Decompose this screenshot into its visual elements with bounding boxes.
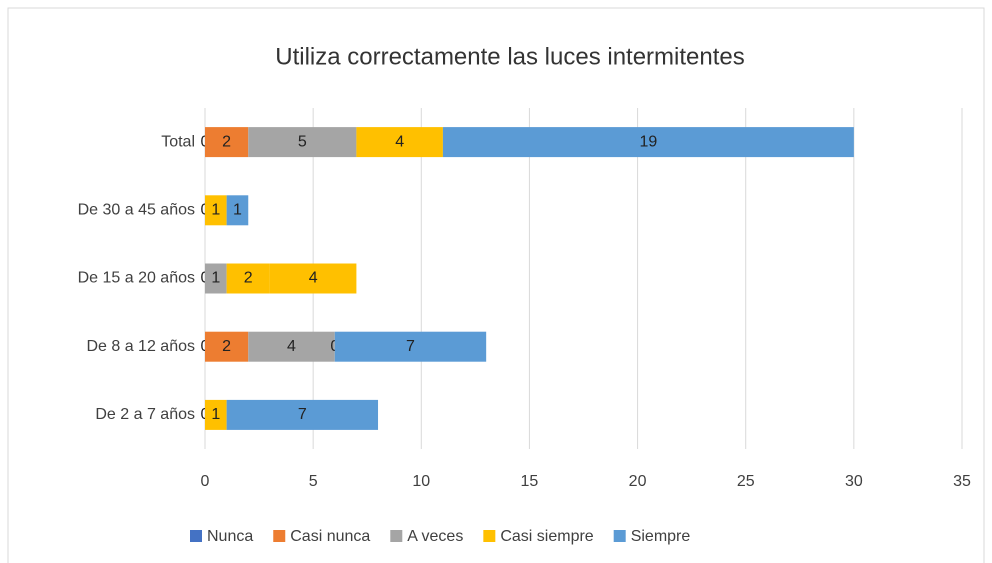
legend-label: Siempre <box>631 528 691 545</box>
data-label: 7 <box>298 406 307 423</box>
y-tick-label: De 30 a 45 años <box>78 202 195 219</box>
x-tick-label: 15 <box>521 473 539 490</box>
bar-segment <box>248 331 335 362</box>
x-tick-label: 20 <box>629 473 647 490</box>
x-tick-label: 30 <box>845 473 863 490</box>
legend-label: Nunca <box>207 528 253 545</box>
chart-border <box>7 7 985 563</box>
x-tick-label: 35 <box>953 473 971 490</box>
data-label: 4 <box>395 133 404 150</box>
bar-segment <box>205 263 227 294</box>
data-label: 1 <box>233 202 242 219</box>
bar-segment <box>205 195 227 226</box>
data-label: 1 <box>211 202 220 219</box>
data-label: 2 <box>222 133 231 150</box>
chart-title: Utiliza correctamente las luces intermit… <box>275 43 745 70</box>
x-tick-label: 25 <box>737 473 755 490</box>
legend-swatch <box>273 530 286 542</box>
x-tick-label: 5 <box>309 473 318 490</box>
legend-swatch <box>613 530 626 542</box>
data-label: 2 <box>222 338 231 355</box>
data-label: 19 <box>639 133 657 150</box>
bar-segment <box>248 127 357 158</box>
legend-label: Casi siempre <box>500 528 593 545</box>
y-tick-label: Total <box>161 133 195 150</box>
bar-segment <box>356 127 443 158</box>
bar-segment <box>205 127 249 158</box>
bar-segment <box>226 263 270 294</box>
data-label: 1 <box>211 406 220 423</box>
y-tick-label: De 2 a 7 años <box>95 406 195 423</box>
data-label: 1 <box>211 270 220 287</box>
y-tick-label: De 8 a 12 años <box>86 338 195 355</box>
x-tick-label: 0 <box>201 473 210 490</box>
legend-label: A veces <box>407 528 463 545</box>
data-label: 4 <box>309 270 318 287</box>
legend-swatch <box>483 530 496 542</box>
data-label: 4 <box>287 338 296 355</box>
data-label: 5 <box>298 133 307 150</box>
legend-label: Casi nunca <box>290 528 370 545</box>
bar-segment <box>205 399 227 430</box>
bar-segment <box>334 331 487 362</box>
legend-swatch <box>190 530 202 542</box>
bar-segment <box>226 399 379 430</box>
bar-segment <box>442 127 854 158</box>
x-tick-label: 10 <box>412 473 430 490</box>
legend-swatch <box>390 530 403 542</box>
bar-segment <box>269 263 357 294</box>
bar-segment <box>205 331 249 362</box>
y-tick-label: De 15 a 20 años <box>78 270 195 287</box>
data-label: 7 <box>406 338 415 355</box>
data-label: 2 <box>244 270 253 287</box>
bar-segment <box>226 195 249 226</box>
